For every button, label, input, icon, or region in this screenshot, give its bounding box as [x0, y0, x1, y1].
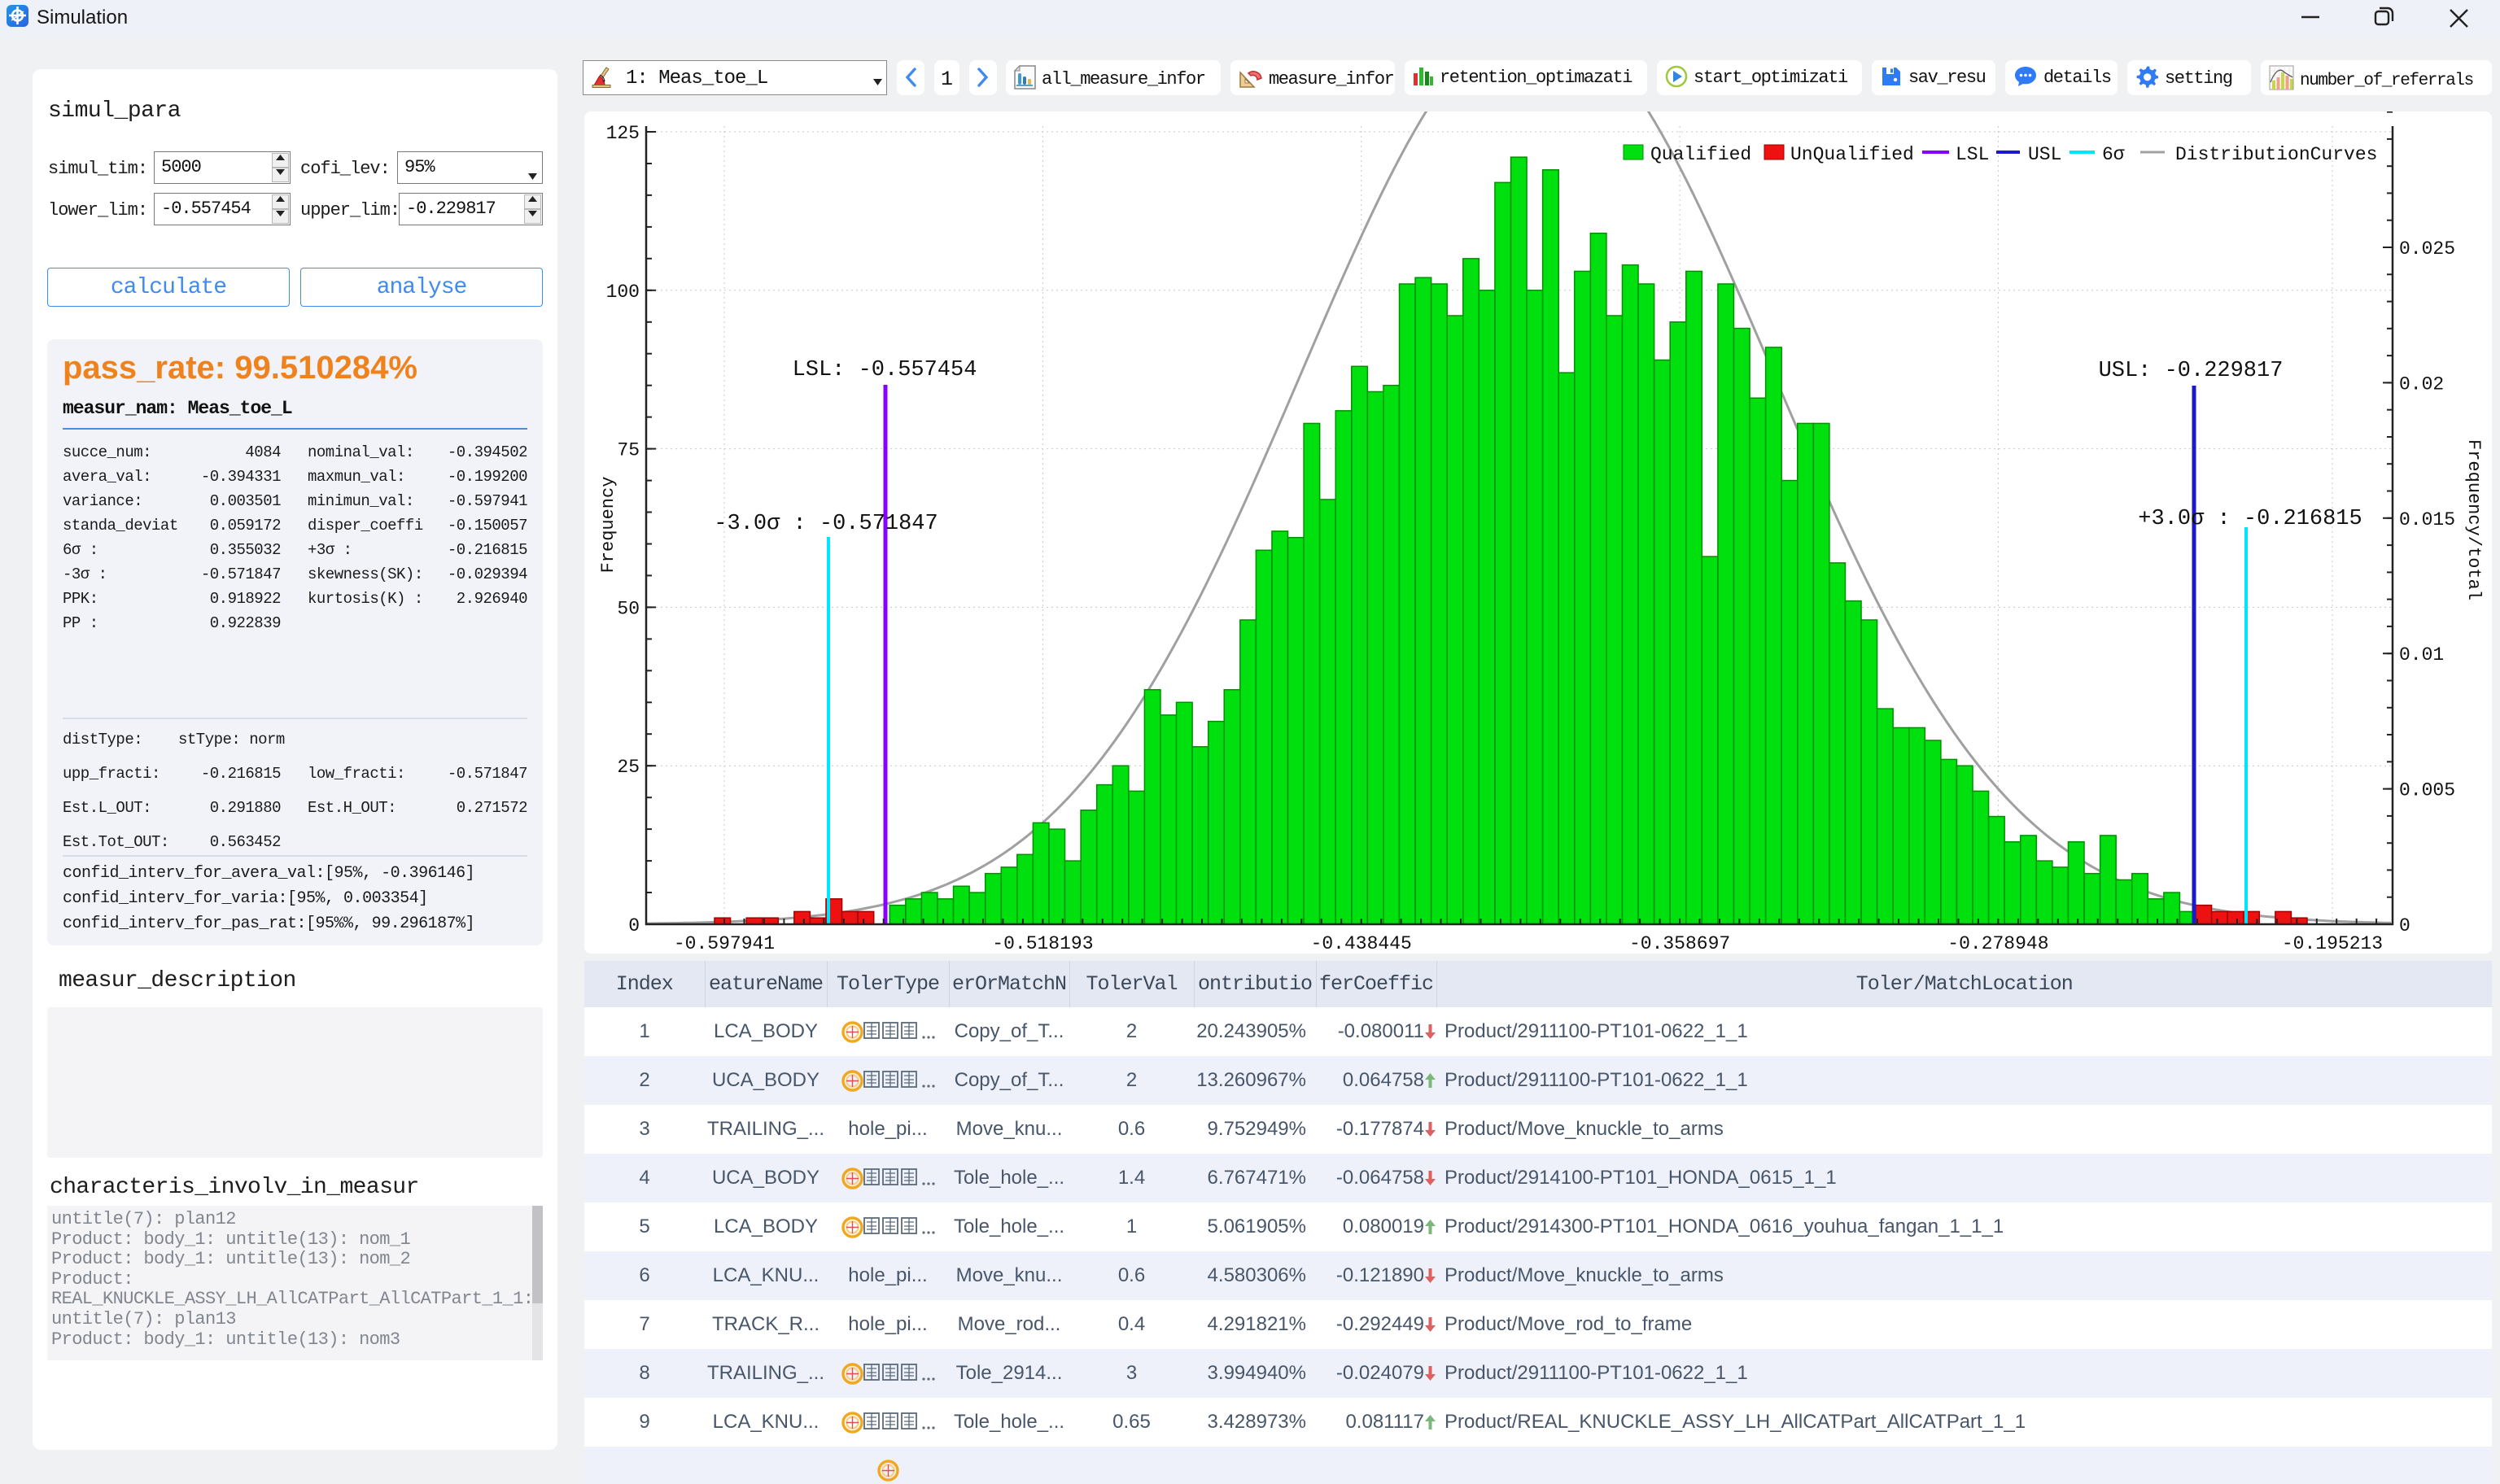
svg-text:Qualified: Qualified: [1650, 144, 1751, 165]
svg-text:-0.518193: -0.518193: [992, 933, 1093, 954]
svg-text:UnQualified: UnQualified: [1790, 144, 1914, 165]
svg-text:USL: -0.229817: USL: -0.229817: [2099, 359, 2284, 383]
svg-text:0.025: 0.025: [2399, 238, 2455, 260]
svg-text:-3.0σ : -0.571847: -3.0σ : -0.571847: [714, 512, 938, 536]
svg-text:DistributionCurves: DistributionCurves: [2175, 144, 2377, 165]
svg-text:6σ: 6σ: [2102, 144, 2125, 165]
svg-text:+3.0σ : -0.216815: +3.0σ : -0.216815: [2138, 507, 2362, 531]
svg-text:USL: USL: [2028, 144, 2061, 165]
svg-text:25: 25: [617, 757, 640, 778]
svg-text:50: 50: [617, 598, 640, 619]
svg-text:LSL: -0.557454: LSL: -0.557454: [793, 358, 977, 382]
svg-text:-0.438445: -0.438445: [1311, 933, 1412, 954]
svg-text:100: 100: [606, 282, 640, 303]
svg-text:0: 0: [628, 915, 640, 936]
svg-text:-0.358697: -0.358697: [1629, 933, 1730, 954]
svg-text:0.005: 0.005: [2399, 780, 2455, 801]
svg-text:-0.597941: -0.597941: [674, 933, 775, 954]
svg-text:0.02: 0.02: [2399, 373, 2444, 395]
svg-text:75: 75: [617, 440, 640, 461]
svg-text:Frequency: Frequency: [598, 477, 618, 574]
svg-text:125: 125: [606, 123, 640, 144]
svg-text:0.01: 0.01: [2399, 644, 2444, 666]
svg-text:LSL: LSL: [1956, 144, 1989, 165]
svg-text:Frequency/total: Frequency/total: [2463, 439, 2484, 600]
svg-text:-0.278948: -0.278948: [1947, 933, 2048, 954]
svg-text:0: 0: [2399, 915, 2410, 936]
svg-text:0.015: 0.015: [2399, 509, 2455, 530]
svg-text:-0.195213: -0.195213: [2282, 933, 2383, 954]
